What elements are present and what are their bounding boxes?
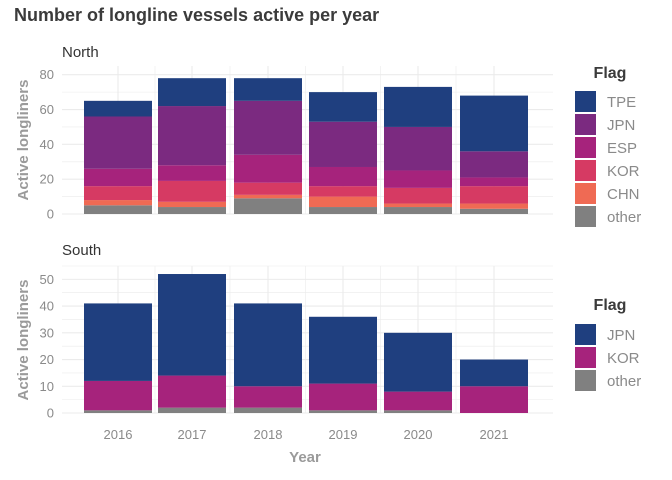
north-bar-2017-jpn: [158, 106, 226, 166]
north-y-tick-label: 20: [40, 172, 54, 187]
north-bar-2019-other: [309, 207, 377, 214]
south-bar-2021-jpn: [460, 359, 528, 387]
south-y-tick-label: 30: [40, 325, 54, 340]
x-tick-label: 2021: [480, 427, 509, 442]
north-bar-2020-tpe: [384, 86, 452, 127]
north-bar-2018-chn: [234, 194, 302, 199]
south-bar-2018-other: [234, 407, 302, 413]
north-y-tick-label: 80: [40, 67, 54, 82]
north-legend-swatch-other: [575, 206, 596, 227]
chart-title: Number of longline vessels active per ye…: [14, 5, 380, 25]
south-panel-label: South: [62, 242, 101, 259]
north-bar-2020-other: [384, 207, 452, 214]
north-panel-label: North: [62, 44, 99, 61]
north-legend-label-kor: KOR: [607, 163, 640, 180]
north-legend-label-esp: ESP: [607, 140, 637, 157]
north-bar-2020-esp: [384, 170, 452, 188]
north-bar-2016-tpe: [84, 100, 152, 117]
south-bar-2018-jpn: [234, 303, 302, 387]
x-tick-label: 2020: [404, 427, 433, 442]
north-bar-2021-kor: [460, 186, 528, 204]
south-bar-2016-other: [84, 410, 152, 413]
north-bar-2018-other: [234, 198, 302, 214]
south-panel: South Active longliners 0 10 20 30 40 50 Flag JPN…: [15, 242, 641, 421]
north-y-tick-label: 40: [40, 137, 54, 152]
north-legend-label-chn: CHN: [607, 186, 640, 203]
south-bar-2017-jpn: [158, 274, 226, 376]
north-bar-2019-chn: [309, 196, 377, 208]
south-y-tick-label: 10: [40, 379, 54, 394]
south-bar-2017-kor: [158, 375, 226, 408]
north-bar-2016-chn: [84, 200, 152, 206]
north-bar-2020-chn: [384, 203, 452, 208]
north-legend-swatch-esp: [575, 137, 596, 158]
south-bar-2019-kor: [309, 383, 377, 411]
south-y-tick-label: 40: [40, 299, 54, 314]
south-y-tick-label: 0: [47, 406, 54, 421]
north-bar-2016-other: [84, 205, 152, 214]
south-legend-label-other: other: [607, 373, 641, 390]
north-legend-swatch-kor: [575, 160, 596, 181]
south-bar-2019-jpn: [309, 316, 377, 384]
south-legend-swatch-jpn: [575, 324, 596, 345]
south-bar-2020-kor: [384, 391, 452, 411]
north-bar-2021-jpn: [460, 151, 528, 178]
north-bar-2019-esp: [309, 166, 377, 187]
south-bar-2020-jpn: [384, 332, 452, 392]
south-legend-swatch-kor: [575, 347, 596, 368]
north-panel: North Active longliners 0 20 40 60 80 Flag TPE JP…: [15, 44, 641, 227]
north-y-axis-title: Active longliners: [15, 80, 32, 201]
north-bar-2018-jpn: [234, 100, 302, 155]
north-bar-2016-jpn: [84, 116, 152, 169]
south-bar-2017-other: [158, 407, 226, 413]
north-bar-2016-esp: [84, 168, 152, 187]
north-bar-2017-esp: [158, 165, 226, 181]
north-bar-2021-esp: [460, 177, 528, 187]
south-legend-title: Flag: [594, 297, 627, 314]
south-bar-2019-other: [309, 410, 377, 413]
north-bar-2020-kor: [384, 187, 452, 204]
north-legend-label-jpn: JPN: [607, 117, 635, 134]
south-legend-label-kor: KOR: [607, 350, 640, 367]
x-tick-label: 2019: [329, 427, 358, 442]
x-tick-label: 2016: [104, 427, 133, 442]
x-tick-label: 2018: [254, 427, 283, 442]
north-legend-label-other: other: [607, 209, 641, 226]
x-tick-label: 2017: [178, 427, 207, 442]
north-bar-2016-kor: [84, 186, 152, 201]
north-bar-2017-chn: [158, 201, 226, 208]
south-y-axis-title: Active longliners: [15, 280, 32, 401]
north-bar-2019-jpn: [309, 121, 377, 167]
north-bar-2021-tpe: [460, 95, 528, 152]
south-legend-label-jpn: JPN: [607, 327, 635, 344]
north-bar-2019-kor: [309, 186, 377, 197]
south-y-tick-label: 50: [40, 272, 54, 287]
x-axis-title: Year: [289, 449, 321, 466]
north-bar-2018-kor: [234, 182, 302, 195]
south-bar-2016-kor: [84, 380, 152, 411]
north-bar-2018-esp: [234, 154, 302, 183]
south-bar-2018-kor: [234, 386, 302, 408]
south-bar-2021-kor: [460, 386, 528, 413]
north-bar-2017-other: [158, 207, 226, 214]
north-bar-2017-kor: [158, 180, 226, 202]
south-bar-2016-jpn: [84, 303, 152, 381]
north-bar-2021-chn: [460, 203, 528, 209]
north-y-tick-label: 60: [40, 102, 54, 117]
north-bar-2019-tpe: [309, 92, 377, 122]
north-bar-2020-jpn: [384, 126, 452, 171]
north-legend-swatch-chn: [575, 183, 596, 204]
north-bar-2018-tpe: [234, 78, 302, 101]
north-legend-label-tpe: TPE: [607, 94, 636, 111]
north-legend-swatch-jpn: [575, 114, 596, 135]
north-legend-title: Flag: [594, 65, 627, 82]
south-legend-swatch-other: [575, 370, 596, 391]
north-legend-swatch-tpe: [575, 91, 596, 112]
south-y-tick-label: 20: [40, 352, 54, 367]
north-y-tick-label: 0: [47, 207, 54, 222]
south-bar-2020-other: [384, 410, 452, 413]
north-bar-2017-tpe: [158, 78, 226, 107]
north-bar-2021-other: [460, 208, 528, 214]
